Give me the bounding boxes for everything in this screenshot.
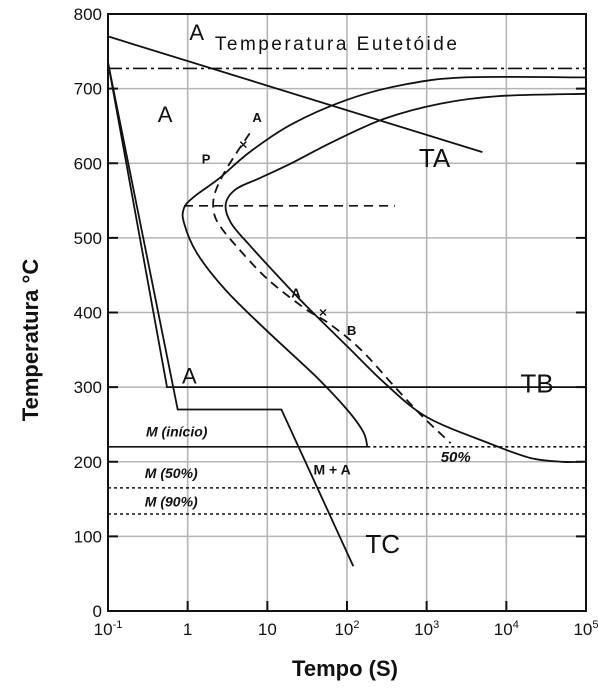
fifty-percent-curve [212, 132, 452, 444]
label-a-left: A [158, 102, 173, 127]
x-tick-label: 105 [573, 619, 598, 639]
x-tick-label: 103 [414, 619, 439, 639]
reference-lines [108, 67, 586, 515]
y-tick-label: 300 [74, 378, 102, 397]
label-b: B [347, 323, 356, 338]
tick-labels: 10-1 1 10 102 103 104 105 0 100 200 300 400 500 600 70… [74, 5, 598, 639]
label-m50: M (50%) [145, 465, 198, 481]
x-axis-title: Tempo (S) [292, 656, 398, 681]
y-tick-label: 700 [74, 80, 102, 99]
cooling-line-tb [107, 62, 586, 389]
plot-frame [107, 13, 587, 612]
label-a-mid: A [291, 286, 301, 301]
y-tick-label: 800 [74, 5, 102, 24]
label-m-inicio: M (início) [146, 423, 208, 439]
cross-marker [319, 309, 327, 316]
curve-markers [239, 141, 327, 316]
label-ta: TA [419, 143, 451, 173]
x-tick-label: 102 [334, 619, 359, 639]
y-tick-label: 0 [93, 602, 102, 621]
y-tick-label: 200 [74, 453, 102, 472]
y-tick-label: 400 [74, 304, 102, 323]
transformation-curves [181, 75, 587, 463]
x-tick-label: 104 [494, 619, 519, 639]
label-a-tb: A [182, 363, 197, 388]
label-tb: TB [520, 368, 553, 398]
y-axis-title: Temperatura °C [18, 259, 43, 422]
x-tick-label: 10-1 [94, 619, 123, 639]
cooling-lines [107, 35, 586, 567]
eutectoid-label: Temperatura Eutetóide [215, 34, 457, 55]
x-tick-label: 10 [258, 620, 277, 639]
cooling-line-ta [107, 35, 483, 153]
y-tick-label: 100 [74, 527, 102, 546]
label-a-curve-top: A [252, 110, 262, 125]
y-tick-label: 500 [74, 229, 102, 248]
start-curve [181, 75, 587, 448]
finish-curve [224, 92, 587, 463]
grid [108, 14, 586, 611]
x-tick-label: 1 [183, 620, 192, 639]
label-p: P [202, 151, 211, 166]
label-m90: M (90%) [145, 494, 198, 510]
annotations: A Temperatura Eutetóide A A P TA A B A TB M (iníci… [145, 20, 554, 559]
label-tc: TC [365, 529, 400, 559]
label-m-plus-a: M + A [314, 461, 351, 477]
label-50-percent: 50% [441, 449, 471, 466]
cooling-line-tc [107, 62, 355, 567]
label-a-top: A [189, 20, 204, 45]
y-tick-label: 600 [74, 154, 102, 173]
cross-marker [239, 141, 247, 149]
